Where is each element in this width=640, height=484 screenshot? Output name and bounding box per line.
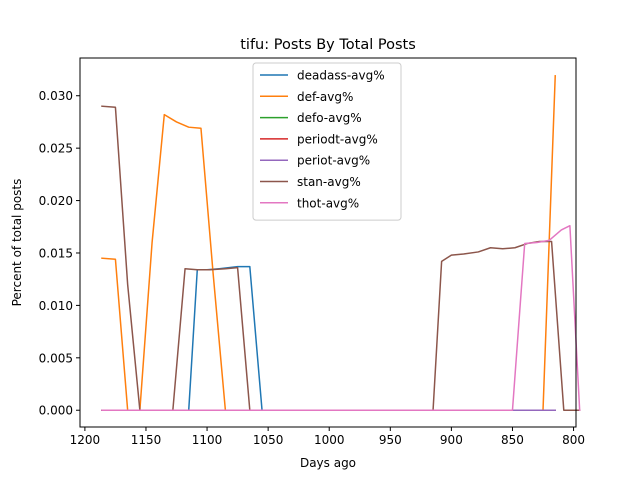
x-tick-label: 950 bbox=[379, 433, 402, 447]
legend: deadass-avg% def-avg% defo-avg% periodt-avg… bbox=[252, 62, 402, 221]
x-tick-label: 1050 bbox=[253, 433, 284, 447]
x-tick-label: 1200 bbox=[70, 433, 101, 447]
x-axis-ticks: 1200 1150 1100 1050 1000 950 900 850 800 bbox=[70, 427, 585, 447]
legend-label-5: stan-avg% bbox=[297, 175, 361, 189]
chart-title: tifu: Posts By Total Posts bbox=[240, 37, 416, 53]
y-tick-label: 0.025 bbox=[39, 142, 73, 156]
series-lines bbox=[101, 75, 581, 412]
legend-label-4: periot-avg% bbox=[297, 154, 370, 168]
legend-label-2: defo-avg% bbox=[297, 111, 362, 125]
legend-label-1: def-avg% bbox=[297, 90, 353, 104]
y-axis-ticks: 0.000 0.005 0.010 0.015 0.020 0.025 0.030 bbox=[39, 89, 80, 418]
y-tick-label: 0.010 bbox=[39, 299, 73, 313]
x-tick-label: 1100 bbox=[192, 433, 223, 447]
x-tick-label: 1000 bbox=[314, 433, 345, 447]
x-tick-label: 850 bbox=[501, 433, 524, 447]
y-tick-label: 0.015 bbox=[39, 246, 73, 260]
y-tick-label: 0.000 bbox=[39, 404, 73, 418]
legend-box bbox=[252, 62, 402, 221]
x-tick-label: 800 bbox=[562, 433, 585, 447]
y-tick-label: 0.005 bbox=[39, 351, 73, 365]
legend-label-3: periodt-avg% bbox=[297, 132, 378, 146]
plot-frame bbox=[79, 57, 577, 428]
series-line-6 bbox=[101, 224, 581, 412]
legend-label-0: deadass-avg% bbox=[297, 69, 385, 83]
y-tick-label: 0.030 bbox=[39, 89, 73, 103]
y-axis-label: Percent of total posts bbox=[10, 179, 24, 307]
legend-label-6: thot-avg% bbox=[297, 196, 359, 210]
y-tick-label: 0.020 bbox=[39, 194, 73, 208]
x-tick-label: 900 bbox=[440, 433, 463, 447]
x-tick-label: 1150 bbox=[131, 433, 162, 447]
x-axis-label: Days ago bbox=[300, 456, 356, 470]
